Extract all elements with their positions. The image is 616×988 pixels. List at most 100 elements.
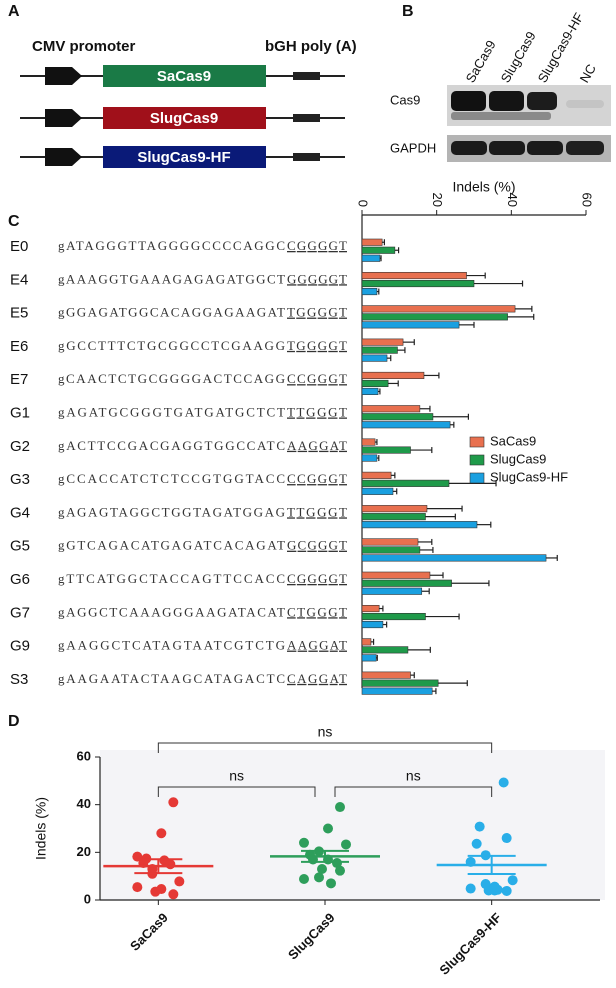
bar xyxy=(361,254,381,262)
data-point xyxy=(326,878,336,889)
bar xyxy=(361,371,425,380)
blot-band xyxy=(451,141,487,155)
guide-sequence: gAAGGCTCATAGTAATCGTCTG xyxy=(58,638,285,653)
panel-label: A xyxy=(8,3,20,20)
cds-box xyxy=(103,65,266,87)
x-tick-label: 20 xyxy=(430,193,445,207)
row-label: E6 xyxy=(10,338,28,355)
guide-sequence: gGCCTTTCTGCGGCCTCGAAGG xyxy=(58,338,285,353)
data-point xyxy=(474,821,485,832)
polya-box xyxy=(293,114,320,122)
row-label: G1 xyxy=(10,404,30,421)
data-point xyxy=(165,859,176,870)
pam-sequence: TTGGGT xyxy=(287,404,347,419)
row-label: E4 xyxy=(10,271,28,288)
plot-background xyxy=(100,750,605,900)
construct-label: SlugCas9-HF xyxy=(137,149,230,166)
guide-sequence: gCCACCATCTCTCCGTGGTACC xyxy=(58,471,285,486)
bar xyxy=(361,554,547,562)
polya-box xyxy=(293,153,320,161)
blot-row-label: Cas9 xyxy=(390,92,420,107)
row-label: G5 xyxy=(10,538,30,555)
polya-label: bGH poly (A) xyxy=(265,38,357,55)
bar xyxy=(361,354,388,362)
y-tick-label: 60 xyxy=(77,748,91,763)
pam-sequence: CAGGAT xyxy=(287,671,347,686)
panel-label: D xyxy=(8,713,20,730)
bar xyxy=(361,387,379,396)
blot-band xyxy=(489,141,525,155)
bar xyxy=(361,538,419,546)
data-point xyxy=(168,797,179,808)
bar xyxy=(361,571,431,579)
pam-sequence: GGGGGT xyxy=(287,271,347,286)
pam-sequence: AAGGAT xyxy=(287,438,347,453)
bar xyxy=(361,620,384,629)
bar xyxy=(361,579,452,587)
data-point xyxy=(465,883,476,894)
data-point xyxy=(507,875,518,886)
pam-sequence: AAGGAT xyxy=(287,638,347,653)
bar xyxy=(361,279,475,288)
row-label: S3 xyxy=(10,671,28,688)
construct: SlugCas9 xyxy=(20,107,345,129)
bar xyxy=(361,446,411,454)
data-point xyxy=(335,802,345,813)
pam-sequence: CCGGGT xyxy=(287,471,347,486)
lane-label: SlugCas9 xyxy=(498,29,539,85)
bar xyxy=(361,487,394,495)
bar xyxy=(361,438,376,446)
data-point xyxy=(156,884,167,895)
blot-band xyxy=(527,141,563,155)
legend-swatch xyxy=(469,436,485,448)
data-point xyxy=(323,823,333,834)
blot-band xyxy=(451,91,486,111)
data-point xyxy=(332,858,342,869)
x-tick-label: SlugCas9 xyxy=(285,910,338,963)
significance-label: ns xyxy=(406,768,421,784)
guide-sequence: gAGATGCGGGTGATGATGCTCT xyxy=(58,404,285,419)
bar xyxy=(361,405,421,413)
blot-band xyxy=(566,141,604,155)
bar xyxy=(361,604,380,613)
guide-sequence: gGTCAGACATGAGATCACAGAT xyxy=(58,538,285,553)
y-tick-label: 20 xyxy=(77,844,91,859)
western-blot xyxy=(447,85,611,162)
blot-band xyxy=(566,100,604,108)
pam-sequence: CGGGGT xyxy=(287,571,347,586)
construct-label: SaCas9 xyxy=(157,68,211,85)
row-label: E7 xyxy=(10,371,28,388)
guide-sequence: gAAAGGTGAAAGAGAGATGGCT xyxy=(58,271,285,286)
bar xyxy=(361,421,451,429)
construct: SaCas9 xyxy=(20,65,345,87)
legend-swatch xyxy=(469,472,485,484)
pam-sequence: CGGGGT xyxy=(287,238,347,253)
data-point xyxy=(471,838,482,849)
pam-sequence: GCGGGT xyxy=(287,538,347,553)
guide-sequence: gACTTCCGACGAGGTGGCCATC xyxy=(58,438,285,453)
row-label: G4 xyxy=(10,504,30,521)
data-point xyxy=(341,839,351,850)
y-tick-label: 0 xyxy=(84,891,91,906)
bar xyxy=(361,321,460,329)
x-tick-label: 0 xyxy=(356,200,371,207)
blot-band xyxy=(489,91,524,111)
significance-bracket xyxy=(334,786,493,797)
bar xyxy=(361,587,423,595)
guide-sequence: gCAACTCTGCGGGGACTCCAGG xyxy=(58,371,285,386)
promoter-label: CMV promoter xyxy=(32,38,136,55)
bar xyxy=(361,246,396,254)
data-point xyxy=(299,837,309,848)
data-point xyxy=(156,828,167,839)
guide-sequence: gTTCATGGCTACCAGTTCCACC xyxy=(58,571,285,586)
bar xyxy=(361,646,409,654)
row-label: G2 xyxy=(10,438,30,455)
significance-label: ns xyxy=(318,724,333,740)
pam-sequence: TGGGGT xyxy=(287,338,347,353)
bar xyxy=(361,305,516,313)
x-tick-label: 40 xyxy=(505,193,520,207)
data-point xyxy=(489,881,500,892)
legend-label: SlugCas9-HF xyxy=(490,469,568,484)
bar xyxy=(361,379,389,388)
